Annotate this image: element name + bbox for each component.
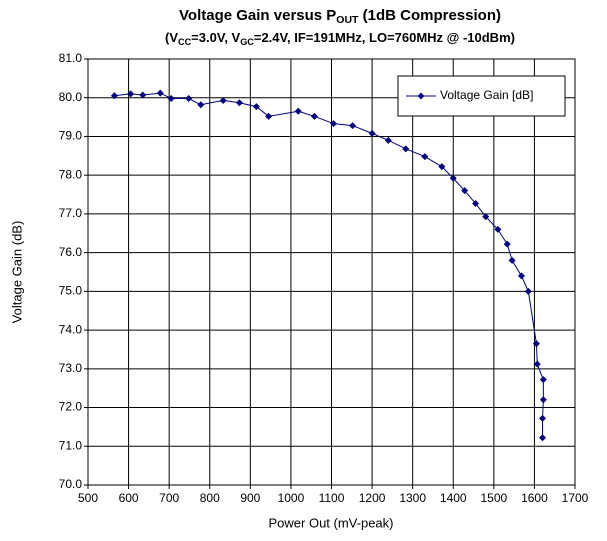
data-point xyxy=(438,163,446,171)
chart-subtitle: (VCC=3.0V, VGC=2.4V, IF=191MHz, LO=760MH… xyxy=(165,30,515,47)
data-point xyxy=(384,136,392,144)
x-tick-label: 900 xyxy=(240,491,260,505)
data-point xyxy=(539,414,547,422)
data-point xyxy=(235,99,243,107)
data-point xyxy=(482,213,490,221)
legend-marker xyxy=(417,92,425,100)
data-point xyxy=(156,89,164,97)
y-tick-label: 80.0 xyxy=(59,90,83,104)
x-tick-label: 1300 xyxy=(399,491,426,505)
data-point xyxy=(532,340,540,348)
data-point xyxy=(517,272,525,280)
data-point xyxy=(472,199,480,207)
data-point xyxy=(494,225,502,233)
x-tick-label: 1100 xyxy=(319,491,345,505)
x-tick-label: 1700 xyxy=(562,491,589,505)
data-point xyxy=(294,107,302,115)
chart-title: Voltage Gain versus POUT (1dB Compressio… xyxy=(179,7,501,26)
y-tick-label: 77.0 xyxy=(59,206,83,220)
x-tick-label: 1600 xyxy=(521,491,548,505)
data-point xyxy=(508,256,516,264)
y-tick-label: 76.0 xyxy=(59,245,83,259)
y-tick-label: 72.0 xyxy=(59,400,83,414)
data-point xyxy=(368,129,376,137)
data-point xyxy=(524,287,532,295)
data-point xyxy=(197,101,205,109)
data-point xyxy=(219,96,227,104)
data-point xyxy=(539,376,547,384)
y-tick-label: 81.0 xyxy=(59,51,83,65)
y-tick-label: 74.0 xyxy=(59,322,83,336)
x-tick-label: 500 xyxy=(78,491,98,505)
data-point xyxy=(185,95,193,103)
x-axis-label: Power Out (mV-peak) xyxy=(269,515,394,530)
series-line xyxy=(114,92,544,438)
data-point xyxy=(402,145,410,153)
y-tick-label: 75.0 xyxy=(59,284,83,298)
y-axis-label: Voltage Gain (dB) xyxy=(9,221,24,324)
title-run: GC xyxy=(240,37,254,47)
x-tick-label: 700 xyxy=(159,491,179,505)
title-run: OUT xyxy=(336,14,359,26)
y-tick-label: 78.0 xyxy=(59,167,83,181)
x-tick-label: 1000 xyxy=(278,491,305,505)
data-point xyxy=(421,153,429,161)
data-point xyxy=(252,103,260,111)
data-point xyxy=(461,187,469,195)
y-tick-label: 71.0 xyxy=(59,438,83,452)
title-run: CC xyxy=(178,37,192,47)
data-point xyxy=(503,240,511,248)
legend-label: Voltage Gain [dB] xyxy=(440,88,533,102)
title-run: Voltage Gain versus P xyxy=(179,7,336,24)
title-run: =3.0V, V xyxy=(191,30,240,45)
data-point xyxy=(110,92,118,100)
data-point xyxy=(265,112,273,120)
x-tick-label: 600 xyxy=(119,491,139,505)
data-point xyxy=(330,120,338,128)
data-point xyxy=(127,90,135,98)
x-tick-label: 1500 xyxy=(480,491,507,505)
x-tick-label: 800 xyxy=(200,491,220,505)
data-point xyxy=(167,95,175,103)
y-tick-label: 73.0 xyxy=(59,361,83,375)
title-run: =2.4V, IF=191MHz, LO=760MHz @ -10dBm) xyxy=(254,30,515,45)
plot-border xyxy=(87,58,576,486)
title-run: (1dB Compression) xyxy=(358,7,501,24)
y-tick-label: 70.0 xyxy=(59,477,83,491)
y-tick-label: 79.0 xyxy=(59,129,83,143)
data-point xyxy=(310,112,318,120)
data-point xyxy=(539,396,547,404)
data-point xyxy=(533,360,541,368)
data-point xyxy=(449,174,457,182)
x-tick-label: 1400 xyxy=(440,491,467,505)
data-point xyxy=(349,122,357,130)
x-tick-label: 1200 xyxy=(359,491,386,505)
data-point xyxy=(139,91,147,99)
data-point xyxy=(539,434,547,442)
title-run: (V xyxy=(165,30,178,45)
